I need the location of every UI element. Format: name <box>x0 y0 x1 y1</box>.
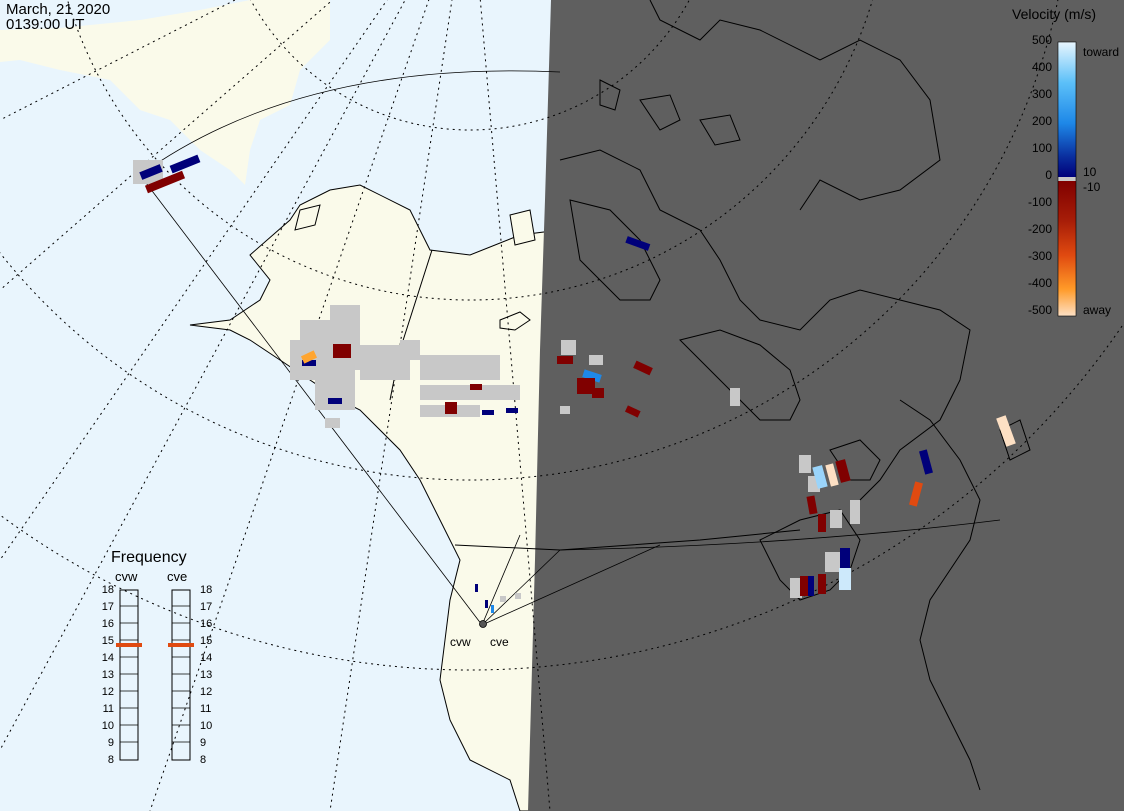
frequency-level-label: 13 <box>200 669 213 681</box>
frequency-level-label: 8 <box>200 754 207 766</box>
colorbar-tick: -100 <box>1027 195 1052 209</box>
colorbar-tick: -400 <box>1027 276 1052 290</box>
frequency-level-label: 12 <box>101 686 114 698</box>
frequency-level-label: 14 <box>200 652 213 664</box>
colorbar-tick: 400 <box>1031 60 1052 74</box>
land-day-side <box>0 0 561 811</box>
colorbar-tick: -500 <box>1027 303 1052 317</box>
colorbar-tick: -10 <box>1083 180 1101 194</box>
colorbar-tick: 100 <box>1031 141 1052 155</box>
night-side-shading <box>528 0 1124 811</box>
frequency-level-label: 11 <box>200 703 212 715</box>
velocity-colorbar <box>1057 41 1077 317</box>
colorbar-tick: 300 <box>1031 87 1052 101</box>
frequency-marker-cvw <box>116 643 142 647</box>
colorbar-tick: 200 <box>1031 114 1052 128</box>
colorbar-away-label: away <box>1083 303 1112 317</box>
colorbar-title: Velocity (m/s) <box>1012 6 1097 22</box>
backscatter-cells <box>133 154 1016 613</box>
frequency-level-label: 15 <box>200 635 213 647</box>
frequency-level-label: 18 <box>200 584 213 596</box>
colorbar-tick: 10 <box>1083 165 1097 179</box>
frequency-radar-name-cve: cve <box>167 569 188 584</box>
site-label-cvw: cvw <box>450 635 471 649</box>
frequency-level-label: 16 <box>200 618 213 630</box>
frequency-level-label: 9 <box>200 737 207 749</box>
frequency-level-label: 16 <box>101 618 114 630</box>
frequency-bars <box>119 589 191 761</box>
colorbar-tick: 500 <box>1031 33 1052 47</box>
radar-field-of-view <box>139 70 1001 626</box>
date-label: March, 21 2020 <box>6 1 111 18</box>
frequency-level-label: 10 <box>101 720 114 732</box>
time-label: 0139:00 UT <box>6 16 85 33</box>
colorbar-tick: 0 <box>1045 168 1052 182</box>
colorbar-toward-label: toward <box>1083 45 1120 59</box>
frequency-marker-cve <box>168 643 194 647</box>
frequency-level-label: 18 <box>101 584 114 596</box>
frequency-level-label: 10 <box>200 720 213 732</box>
frequency-level-label: 13 <box>101 669 114 681</box>
frequency-level-label: 17 <box>101 601 114 613</box>
frequency-title: Frequency <box>111 549 187 566</box>
frequency-level-label: 15 <box>101 635 114 647</box>
radar-site-marker[interactable] <box>479 620 487 628</box>
colorbar-tick: -200 <box>1027 222 1052 236</box>
frequency-radar-name-cvw: cvw <box>115 569 138 584</box>
frequency-level-label: 12 <box>200 686 213 698</box>
frequency-level-label: 9 <box>107 737 114 749</box>
colorbar-tick: -300 <box>1027 249 1052 263</box>
frequency-level-label: 17 <box>200 601 213 613</box>
frequency-level-label: 14 <box>101 652 114 664</box>
frequency-level-label: 11 <box>102 703 114 715</box>
frequency-level-label: 8 <box>107 754 114 766</box>
coastlines-night <box>559 0 1031 791</box>
site-label-cve: cve <box>490 635 509 649</box>
